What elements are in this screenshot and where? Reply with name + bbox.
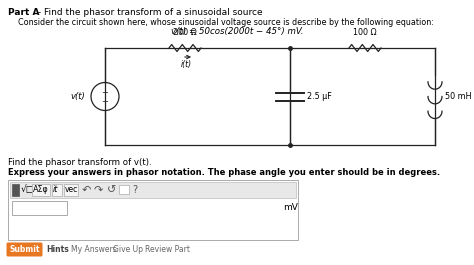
FancyBboxPatch shape <box>12 184 19 196</box>
Text: Part A: Part A <box>8 8 39 17</box>
Text: Hints: Hints <box>46 245 69 254</box>
Text: Review Part: Review Part <box>145 245 190 254</box>
Text: it: it <box>53 185 58 194</box>
Text: AΣφ: AΣφ <box>33 185 49 194</box>
FancyBboxPatch shape <box>8 180 298 240</box>
Text: v(t) = 50cos(2000t − 45°) mV.: v(t) = 50cos(2000t − 45°) mV. <box>171 27 303 36</box>
Text: v(t): v(t) <box>70 92 85 101</box>
FancyBboxPatch shape <box>52 184 62 196</box>
Text: √□: √□ <box>21 185 35 194</box>
FancyBboxPatch shape <box>7 242 43 257</box>
Text: Find the phasor transform of v(t).: Find the phasor transform of v(t). <box>8 158 152 167</box>
Text: vec: vec <box>65 185 78 194</box>
FancyBboxPatch shape <box>64 184 78 196</box>
Text: My Answers: My Answers <box>71 245 117 254</box>
Text: Give Up: Give Up <box>113 245 143 254</box>
Text: 50 mH: 50 mH <box>445 92 472 101</box>
Text: 100 Ω: 100 Ω <box>353 28 377 37</box>
FancyBboxPatch shape <box>12 201 67 215</box>
Text: i(t): i(t) <box>181 60 191 69</box>
Text: 200 Ω: 200 Ω <box>173 28 197 37</box>
Text: Consider the circuit shown here, whose sinusoidal voltage source is describe by : Consider the circuit shown here, whose s… <box>18 18 434 27</box>
Text: ?: ? <box>132 185 137 195</box>
Text: ↶: ↶ <box>82 185 91 195</box>
Text: mV: mV <box>283 204 298 213</box>
Text: ↷: ↷ <box>94 185 103 195</box>
Text: +: + <box>101 88 109 97</box>
FancyBboxPatch shape <box>119 185 129 194</box>
Text: 2.5 μF: 2.5 μF <box>307 92 332 101</box>
Text: −: − <box>101 97 109 106</box>
FancyBboxPatch shape <box>32 184 50 196</box>
FancyBboxPatch shape <box>10 182 296 198</box>
Text: - Find the phasor transform of a sinusoidal source: - Find the phasor transform of a sinusoi… <box>35 8 263 17</box>
Text: Submit: Submit <box>9 245 40 254</box>
Text: Express your answers in phasor notation. The phase angle you enter should be in : Express your answers in phasor notation.… <box>8 168 440 177</box>
Text: ↺: ↺ <box>107 185 117 195</box>
